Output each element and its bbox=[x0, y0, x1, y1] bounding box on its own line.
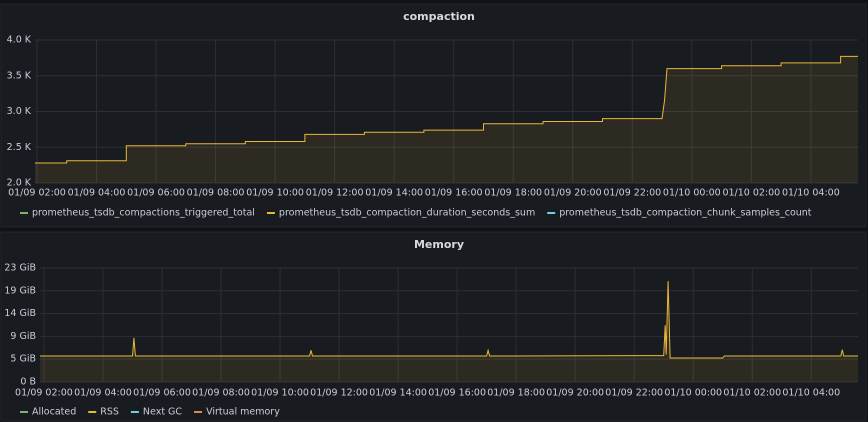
x-tick-label: 01/09 20:00 bbox=[546, 388, 604, 399]
x-tick-label: 01/09 12:00 bbox=[310, 388, 368, 399]
y-tick-label: 9 GiB bbox=[10, 331, 36, 342]
series-area bbox=[35, 56, 858, 183]
panel-title[interactable]: compaction bbox=[403, 10, 475, 23]
y-tick-label: 0 B bbox=[20, 377, 36, 388]
x-tick-label: 01/10 02:00 bbox=[722, 188, 780, 199]
x-tick-label: 01/09 22:00 bbox=[605, 388, 663, 399]
legend-label[interactable]: prometheus_tsdb_compaction_duration_seco… bbox=[279, 208, 535, 219]
panel bbox=[0, 231, 867, 422]
panel-title[interactable]: Memory bbox=[414, 238, 464, 251]
x-tick-label: 01/09 14:00 bbox=[365, 188, 423, 199]
legend-label[interactable]: RSS bbox=[100, 407, 119, 418]
x-tick-label: 01/09 14:00 bbox=[369, 388, 427, 399]
x-tick-label: 01/09 16:00 bbox=[428, 388, 486, 399]
y-tick-label: 5 GiB bbox=[10, 354, 36, 365]
series-line bbox=[40, 281, 858, 359]
legend-label[interactable]: Allocated bbox=[32, 407, 76, 418]
y-tick-label: 23 GiB bbox=[4, 263, 36, 274]
x-tick-label: 01/09 08:00 bbox=[187, 188, 245, 199]
x-tick-label: 01/10 04:00 bbox=[782, 188, 840, 199]
x-tick-label: 01/09 06:00 bbox=[133, 388, 191, 399]
x-tick-label: 01/09 04:00 bbox=[74, 388, 132, 399]
y-tick-label: 4.0 K bbox=[7, 35, 32, 46]
x-tick-label: 01/09 16:00 bbox=[425, 188, 483, 199]
y-tick-label: 14 GiB bbox=[4, 308, 36, 319]
y-tick-label: 2.0 K bbox=[7, 178, 32, 189]
legend-label[interactable]: Next GC bbox=[143, 407, 183, 418]
y-tick-label: 3.5 K bbox=[7, 70, 32, 81]
x-tick-label: 01/09 10:00 bbox=[251, 388, 309, 399]
y-tick-label: 19 GiB bbox=[4, 285, 36, 296]
series-area bbox=[40, 281, 858, 382]
y-tick-label: 3.0 K bbox=[7, 106, 32, 117]
x-tick-label: 01/09 02:00 bbox=[15, 388, 73, 399]
x-tick-label: 01/09 20:00 bbox=[544, 188, 602, 199]
x-tick-label: 01/09 18:00 bbox=[487, 388, 545, 399]
legend-label[interactable]: prometheus_tsdb_compaction_chunk_samples… bbox=[559, 208, 812, 219]
x-tick-label: 01/09 12:00 bbox=[306, 188, 364, 199]
legend-label[interactable]: prometheus_tsdb_compactions_triggered_to… bbox=[32, 208, 255, 219]
x-tick-label: 01/09 22:00 bbox=[603, 188, 661, 199]
panel bbox=[0, 3, 867, 228]
x-tick-label: 01/09 18:00 bbox=[484, 188, 542, 199]
x-tick-label: 01/10 02:00 bbox=[723, 388, 781, 399]
x-tick-label: 01/10 04:00 bbox=[782, 388, 840, 399]
x-tick-label: 01/09 06:00 bbox=[127, 188, 185, 199]
legend-label[interactable]: Virtual memory bbox=[206, 407, 280, 418]
x-tick-label: 01/09 04:00 bbox=[68, 188, 126, 199]
series-line bbox=[35, 55, 858, 164]
x-tick-label: 01/10 00:00 bbox=[664, 388, 722, 399]
x-tick-label: 01/09 02:00 bbox=[8, 188, 66, 199]
x-tick-label: 01/09 10:00 bbox=[246, 188, 304, 199]
y-tick-label: 2.5 K bbox=[7, 142, 32, 153]
x-tick-label: 01/10 00:00 bbox=[663, 188, 721, 199]
x-tick-label: 01/09 08:00 bbox=[192, 388, 250, 399]
